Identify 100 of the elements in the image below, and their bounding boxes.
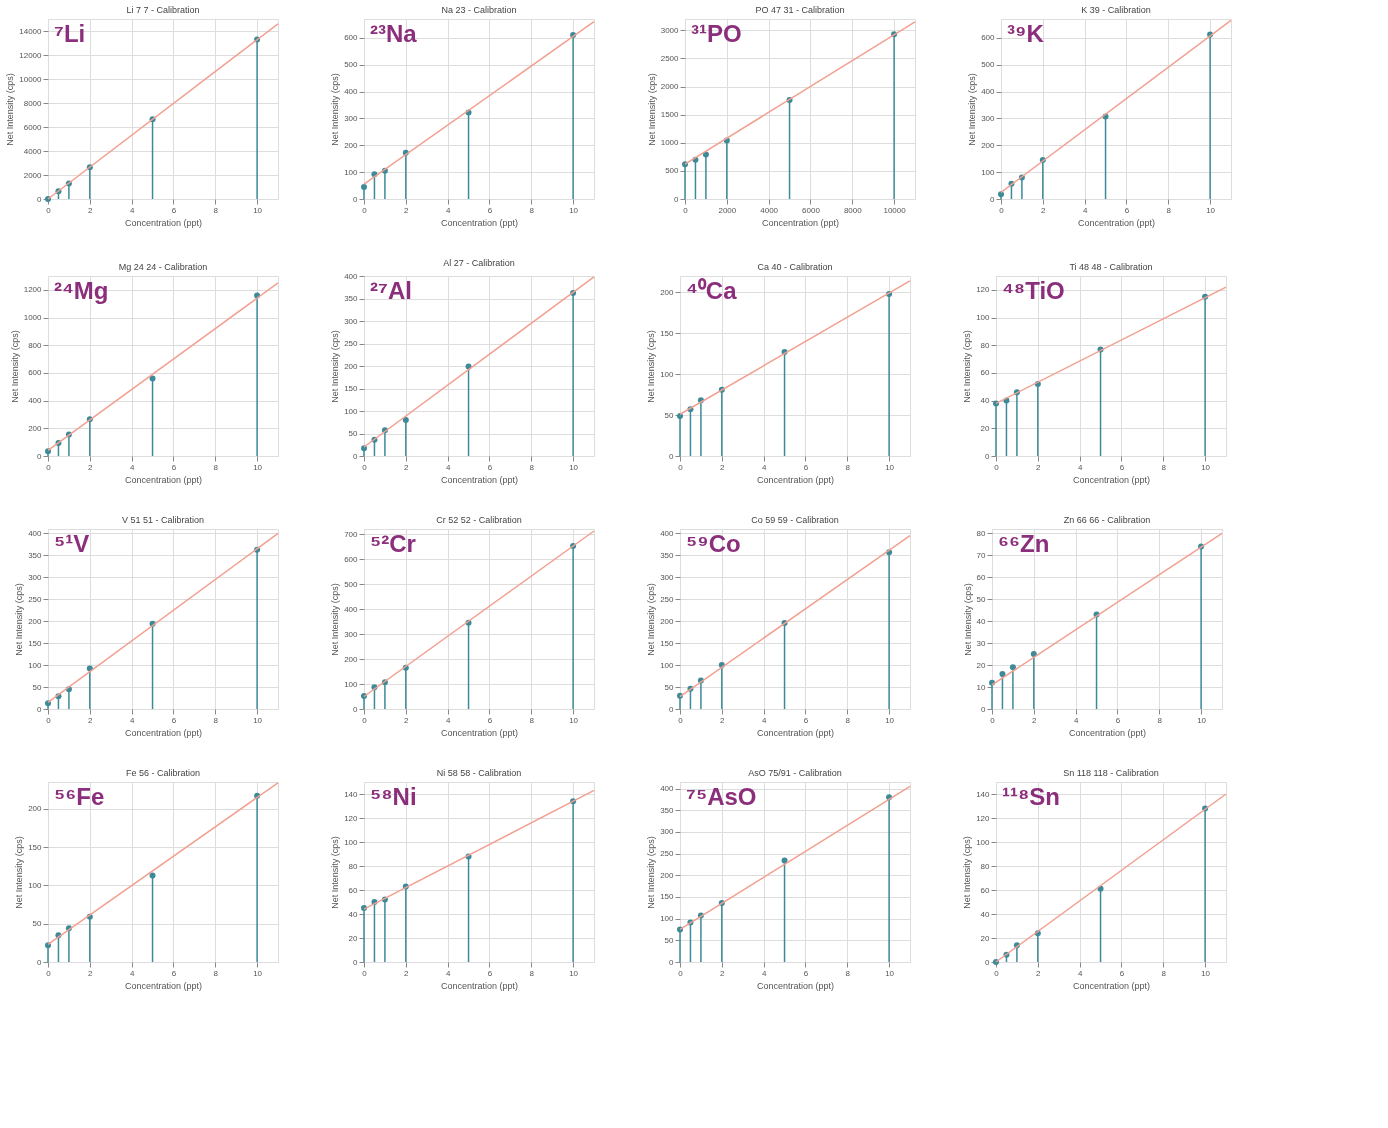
x-tick-label: 8	[213, 462, 219, 472]
y-tick-label: 250	[28, 594, 43, 604]
x-tick-label: 2	[404, 968, 410, 978]
annotation: ¹¹⁸Sn	[1002, 783, 1060, 810]
y-tick-label: 12000	[19, 50, 43, 60]
x-tick-label: 8000	[843, 205, 863, 215]
x-tick-label: 0	[46, 205, 52, 215]
x-tick-label: 0	[362, 715, 368, 725]
annotation: ⁴⁸TiO	[1002, 277, 1065, 304]
y-tick-label: 100	[981, 167, 996, 177]
x-tick-label: 10	[253, 968, 263, 978]
x-tick-label: 10	[569, 715, 579, 725]
x-tick-label: 10	[253, 715, 263, 725]
x-tick-label: 4	[761, 462, 767, 472]
x-tick-label: 8	[1166, 205, 1172, 215]
y-tick-label: 20	[980, 423, 991, 433]
chart-title: Li 7 7 - Calibration	[126, 5, 200, 15]
x-tick-label: 8	[845, 462, 851, 472]
y-tick-label: 0	[37, 451, 43, 461]
x-tick-label: 10	[253, 462, 263, 472]
x-axis-title: Concentration (ppt)	[1072, 980, 1151, 991]
y-tick-label: 200	[660, 287, 675, 297]
x-axis-title: Concentration (ppt)	[124, 474, 203, 485]
y-tick-label: 120	[344, 813, 359, 823]
y-axis-title: Net Intensity (cps)	[330, 583, 341, 656]
y-tick-label: 40	[980, 396, 991, 406]
y-axis-title: Net Intensity (cps)	[962, 583, 973, 656]
x-tick-label: 4	[129, 205, 135, 215]
x-tick-label: 8	[845, 968, 851, 978]
y-tick-label: 250	[344, 339, 359, 348]
y-tick-label: 2500	[660, 53, 680, 63]
x-axis-title: Concentration (ppt)	[440, 980, 519, 991]
y-tick-label: 200	[28, 804, 43, 814]
chart-title: Ti 48 48 - Calibration	[1069, 262, 1153, 272]
y-tick-label: 250	[660, 594, 675, 604]
x-tick-label: 10	[1206, 205, 1216, 215]
x-tick-label: 8	[213, 205, 219, 215]
annotation: ⁵⁸Ni	[370, 783, 417, 810]
annotation: ²⁴Mg	[54, 277, 109, 304]
chart-title: Sn 118 118 - Calibration	[1063, 768, 1159, 778]
x-tick-label: 0	[999, 205, 1005, 215]
chart-title: Co 59 59 - Calibration	[751, 515, 839, 525]
y-tick-label: 500	[665, 166, 680, 176]
y-tick-label: 100	[660, 660, 675, 670]
x-tick-label: 10	[569, 968, 579, 978]
y-tick-label: 400	[28, 528, 43, 538]
y-tick-label: 1000	[23, 313, 43, 323]
chart-title: K 39 - Calibration	[1081, 5, 1151, 15]
y-tick-label: 100	[660, 369, 675, 379]
y-tick-label: 500	[344, 579, 359, 589]
y-tick-label: 0	[669, 957, 675, 967]
x-tick-label: 8	[213, 715, 219, 725]
x-tick-label: 6	[1119, 968, 1125, 978]
y-tick-label: 300	[344, 316, 359, 326]
y-tick-label: 150	[660, 638, 675, 648]
annotation: ⁵⁶Fe	[54, 783, 105, 810]
x-tick-label: 2	[720, 968, 726, 978]
y-tick-label: 0	[985, 451, 991, 461]
chart-title: Na 23 - Calibration	[441, 5, 517, 15]
y-tick-label: 50	[664, 935, 675, 945]
y-tick-label: 0	[353, 957, 359, 967]
x-tick-label: 10	[885, 462, 895, 472]
x-tick-label: 4	[761, 968, 767, 978]
y-tick-label: 60	[980, 885, 991, 895]
x-tick-label: 10	[885, 715, 895, 725]
x-tick-label: 2000	[718, 205, 737, 215]
x-tick-label: 6	[1119, 462, 1125, 472]
x-tick-label: 4	[129, 715, 135, 725]
y-tick-label: 300	[660, 827, 675, 837]
x-tick-label: 4	[1077, 462, 1083, 472]
y-tick-label: 4000	[23, 146, 43, 156]
y-tick-label: 6000	[23, 122, 43, 132]
x-tick-label: 8	[529, 462, 535, 472]
annotation: ⁷⁵AsO	[686, 783, 757, 810]
x-tick-label: 4	[445, 968, 451, 978]
y-tick-label: 70	[976, 550, 987, 560]
x-tick-label: 2	[404, 205, 410, 215]
x-tick-label: 4	[129, 968, 135, 978]
y-axis-title: Net Intensity (cps)	[9, 330, 20, 403]
y-tick-label: 300	[344, 629, 359, 639]
x-tick-label: 2	[88, 205, 94, 215]
x-tick-label: 2	[404, 462, 410, 472]
chart-title: V 51 51 - Calibration	[121, 515, 205, 525]
y-tick-label: 100	[344, 406, 359, 416]
x-axis-title: Concentration (ppt)	[761, 217, 840, 228]
annotation: ³⁹K	[1007, 20, 1045, 47]
y-tick-label: 200	[344, 654, 359, 664]
y-tick-label: 3000	[660, 25, 680, 35]
x-tick-label: 6	[803, 715, 809, 725]
x-tick-label: 4	[761, 715, 767, 725]
y-axis-title: Net Intensity (cps)	[646, 330, 657, 403]
y-tick-label: 10000	[19, 74, 43, 84]
x-tick-label: 10	[253, 205, 263, 215]
y-tick-label: 300	[981, 113, 996, 123]
y-axis-title: Net Intensity (cps)	[330, 330, 341, 403]
x-axis-title: Concentration (ppt)	[756, 474, 835, 485]
x-tick-label: 6	[487, 715, 493, 725]
y-axis-title: Net Intensity (cps)	[330, 73, 341, 146]
y-tick-label: 0	[990, 194, 996, 204]
chart-title: Ca 40 - Calibration	[757, 262, 833, 272]
